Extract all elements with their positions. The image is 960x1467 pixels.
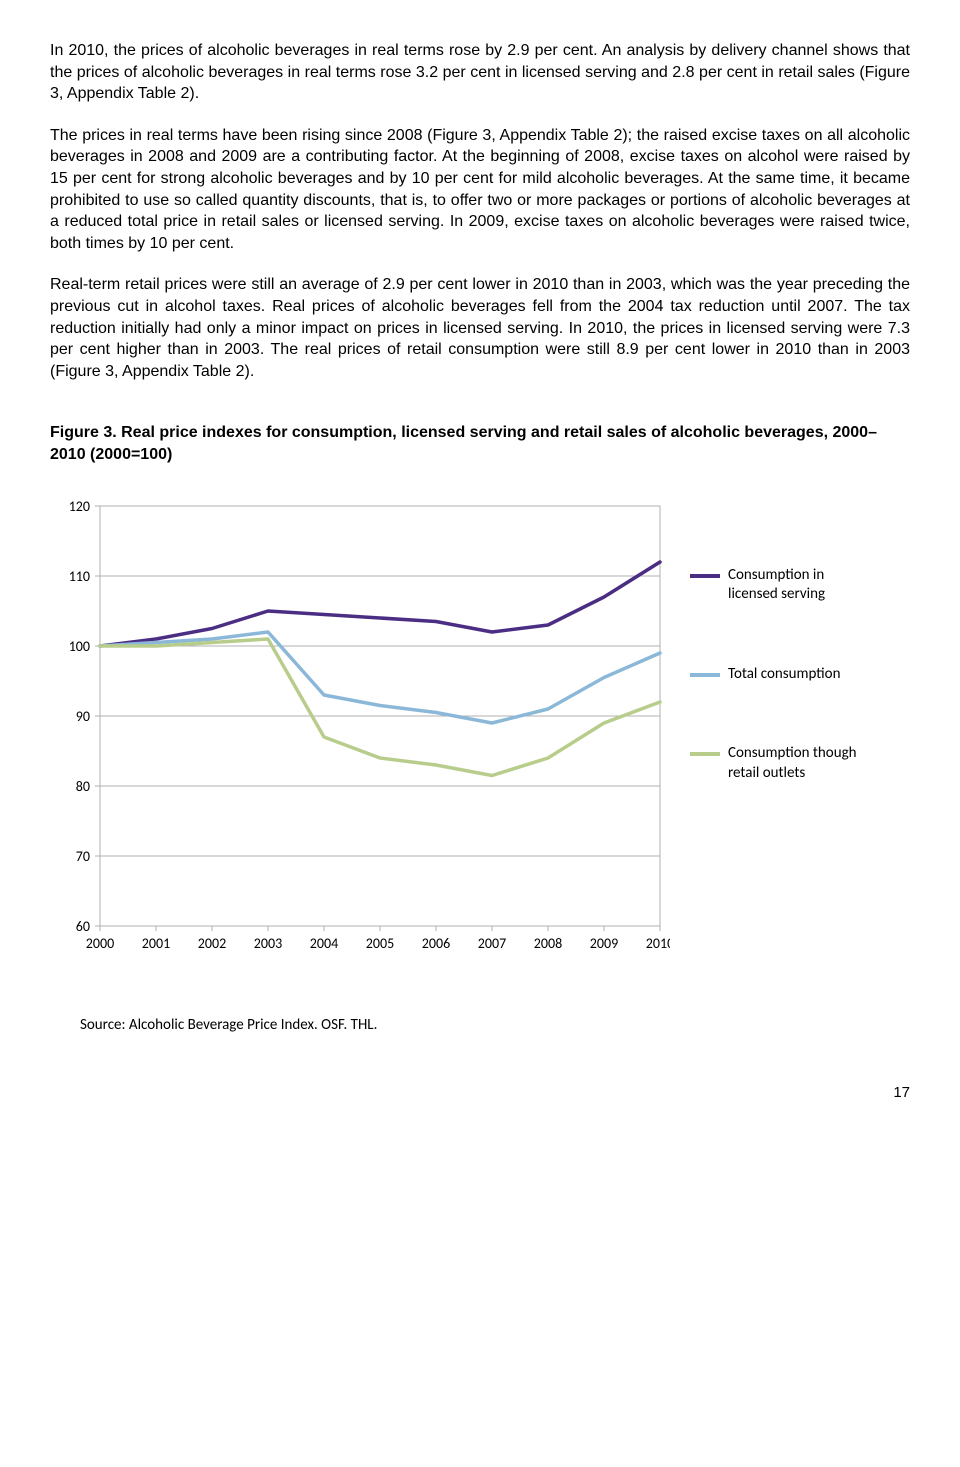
svg-text:2007: 2007 xyxy=(478,935,506,952)
svg-text:80: 80 xyxy=(76,778,90,795)
svg-text:2000: 2000 xyxy=(86,935,114,952)
paragraph-2: The prices in real terms have been risin… xyxy=(50,125,910,255)
svg-text:2004: 2004 xyxy=(310,935,338,952)
price-index-chart: 60 70 80 90 100 110 120 2000 2001 2002 2003 2004 200… xyxy=(50,496,670,966)
legend-label: Total consumption xyxy=(728,665,840,685)
figure-title: Figure 3. Real price indexes for consump… xyxy=(50,422,910,465)
page-number: 17 xyxy=(50,1084,910,1101)
svg-text:2006: 2006 xyxy=(422,935,450,952)
legend-swatch xyxy=(690,574,720,578)
svg-text:2002: 2002 xyxy=(198,935,226,952)
svg-text:120: 120 xyxy=(69,498,90,515)
paragraph-1: In 2010, the prices of alcoholic beverag… xyxy=(50,40,910,105)
legend-item: Consumption in licensed serving xyxy=(690,566,868,605)
legend-label: Consumption in licensed serving xyxy=(728,566,868,605)
svg-text:60: 60 xyxy=(76,918,90,935)
legend-swatch xyxy=(690,673,720,677)
svg-text:2008: 2008 xyxy=(534,935,562,952)
chart-container: 60 70 80 90 100 110 120 2000 2001 2002 2003 2004 200… xyxy=(50,496,910,966)
legend-label: Consumption though retail outlets xyxy=(728,744,868,783)
paragraph-3: Real-term retail prices were still an av… xyxy=(50,274,910,382)
svg-text:100: 100 xyxy=(69,638,90,655)
svg-text:2009: 2009 xyxy=(590,935,618,952)
source-text: Source: Alcoholic Beverage Price Index. … xyxy=(80,1016,910,1034)
legend-swatch xyxy=(690,752,720,756)
svg-text:2003: 2003 xyxy=(254,935,282,952)
svg-text:2010: 2010 xyxy=(646,935,670,952)
legend-item: Consumption though retail outlets xyxy=(690,744,868,783)
svg-text:2001: 2001 xyxy=(142,935,170,952)
svg-text:90: 90 xyxy=(76,708,90,725)
svg-text:2005: 2005 xyxy=(366,935,394,952)
chart-legend: Consumption in licensed serving Total con… xyxy=(690,566,868,844)
svg-text:70: 70 xyxy=(76,848,90,865)
svg-text:110: 110 xyxy=(69,568,90,585)
legend-item: Total consumption xyxy=(690,665,868,685)
